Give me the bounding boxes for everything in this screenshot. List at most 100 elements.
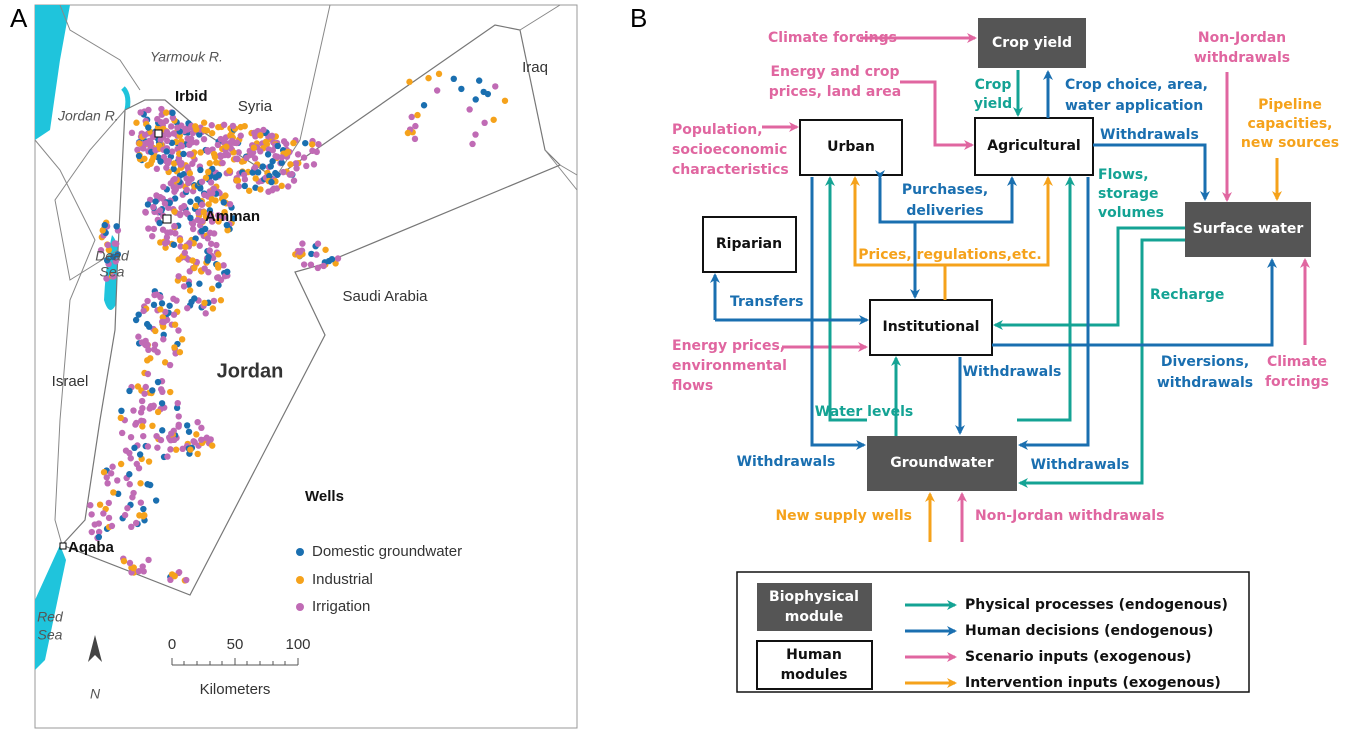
well-dot bbox=[208, 285, 216, 293]
well-dot bbox=[149, 232, 156, 240]
well-dot bbox=[283, 140, 290, 148]
label: New supply wells bbox=[775, 508, 912, 524]
label: Diversions, bbox=[1161, 354, 1249, 370]
well-dot bbox=[215, 123, 222, 131]
well-dot bbox=[201, 225, 209, 233]
well-dot bbox=[226, 167, 233, 174]
well-dot bbox=[171, 344, 178, 351]
well-dot bbox=[202, 174, 210, 182]
well-dot bbox=[213, 241, 220, 249]
well-dot bbox=[176, 158, 183, 165]
well-dot bbox=[97, 247, 105, 254]
well-dot bbox=[214, 141, 222, 149]
borders bbox=[34, 139, 96, 546]
scale-ticks bbox=[171, 658, 299, 665]
well-dot bbox=[194, 418, 201, 426]
label: Aqaba bbox=[68, 539, 115, 556]
well-dot bbox=[145, 556, 152, 564]
well-dot bbox=[293, 165, 300, 172]
well-dot bbox=[100, 510, 107, 517]
label: Prices, regulations,etc. bbox=[858, 247, 1041, 263]
well-dot bbox=[320, 262, 327, 270]
well-dot bbox=[139, 563, 146, 570]
well-dot bbox=[206, 160, 213, 167]
well-dot bbox=[241, 122, 248, 130]
well-dot bbox=[150, 203, 157, 211]
sea bbox=[35, 5, 70, 140]
well-dot bbox=[166, 302, 173, 309]
label: withdrawals bbox=[1194, 50, 1290, 66]
label: Amman bbox=[205, 208, 260, 225]
well-dot bbox=[171, 195, 179, 202]
label: characteristics bbox=[672, 162, 789, 178]
well-dot bbox=[472, 131, 479, 138]
well-dot bbox=[191, 264, 198, 272]
well-dot bbox=[229, 122, 237, 130]
well-dot bbox=[158, 400, 166, 407]
well-dot bbox=[252, 175, 259, 182]
well-dot bbox=[149, 387, 156, 394]
module-box bbox=[869, 299, 993, 356]
well-dot bbox=[224, 268, 231, 275]
well-dot bbox=[215, 282, 222, 289]
well-dot bbox=[170, 160, 178, 167]
well-dot bbox=[137, 409, 145, 416]
well-dot bbox=[300, 154, 308, 161]
well-dot bbox=[235, 149, 242, 156]
well-dot bbox=[152, 198, 159, 205]
well-dot bbox=[408, 113, 415, 121]
legend-dot bbox=[296, 576, 304, 584]
well-dot bbox=[205, 253, 212, 261]
well-dot bbox=[132, 519, 140, 527]
module-box bbox=[974, 117, 1094, 176]
well-dot bbox=[156, 207, 164, 214]
well-dot bbox=[265, 188, 272, 195]
arrow bbox=[825, 176, 867, 422]
well-dot bbox=[433, 87, 441, 94]
well-dot bbox=[145, 346, 152, 354]
well-dot bbox=[186, 287, 194, 294]
well-dot bbox=[162, 157, 169, 164]
well-dot bbox=[201, 299, 208, 307]
well-dot bbox=[412, 122, 419, 130]
well-dot bbox=[425, 74, 432, 82]
well-dot bbox=[141, 155, 148, 162]
well-dot bbox=[122, 447, 130, 454]
well-dot bbox=[137, 499, 145, 506]
well-dot bbox=[152, 497, 160, 504]
label: socioeconomic bbox=[672, 142, 787, 158]
legend-dot bbox=[296, 548, 304, 556]
well-dot bbox=[214, 274, 222, 281]
module-box bbox=[799, 119, 903, 176]
well-dot bbox=[163, 234, 171, 241]
label: Non-Jordan withdrawals bbox=[975, 508, 1164, 524]
well-dot bbox=[140, 145, 147, 152]
label: Sea bbox=[100, 264, 125, 280]
well-dot bbox=[88, 511, 95, 518]
well-dot bbox=[138, 417, 145, 424]
well-dot bbox=[172, 230, 179, 237]
label: Agricultural bbox=[987, 138, 1080, 154]
well-dot bbox=[118, 407, 125, 415]
well-dot bbox=[160, 336, 167, 343]
well-dot bbox=[250, 144, 258, 151]
label: capacities, bbox=[1248, 116, 1333, 132]
well-dot bbox=[135, 311, 142, 318]
arrow bbox=[1018, 177, 1090, 450]
label: Scenario inputs (exogenous) bbox=[965, 649, 1191, 665]
well-dot bbox=[217, 297, 225, 304]
label: Jordan bbox=[217, 360, 284, 382]
well-dot bbox=[172, 446, 180, 453]
city-marker bbox=[162, 214, 172, 224]
arrow bbox=[810, 177, 866, 450]
well-dot bbox=[177, 243, 184, 250]
well-dot bbox=[142, 383, 149, 391]
well-dot bbox=[154, 349, 161, 356]
well-dot bbox=[450, 75, 457, 83]
well-dot bbox=[128, 523, 135, 531]
well-dot bbox=[140, 307, 147, 315]
well-dot bbox=[141, 131, 149, 139]
well-dot bbox=[124, 504, 131, 512]
well-dot bbox=[245, 187, 253, 194]
well-dot bbox=[207, 240, 215, 247]
